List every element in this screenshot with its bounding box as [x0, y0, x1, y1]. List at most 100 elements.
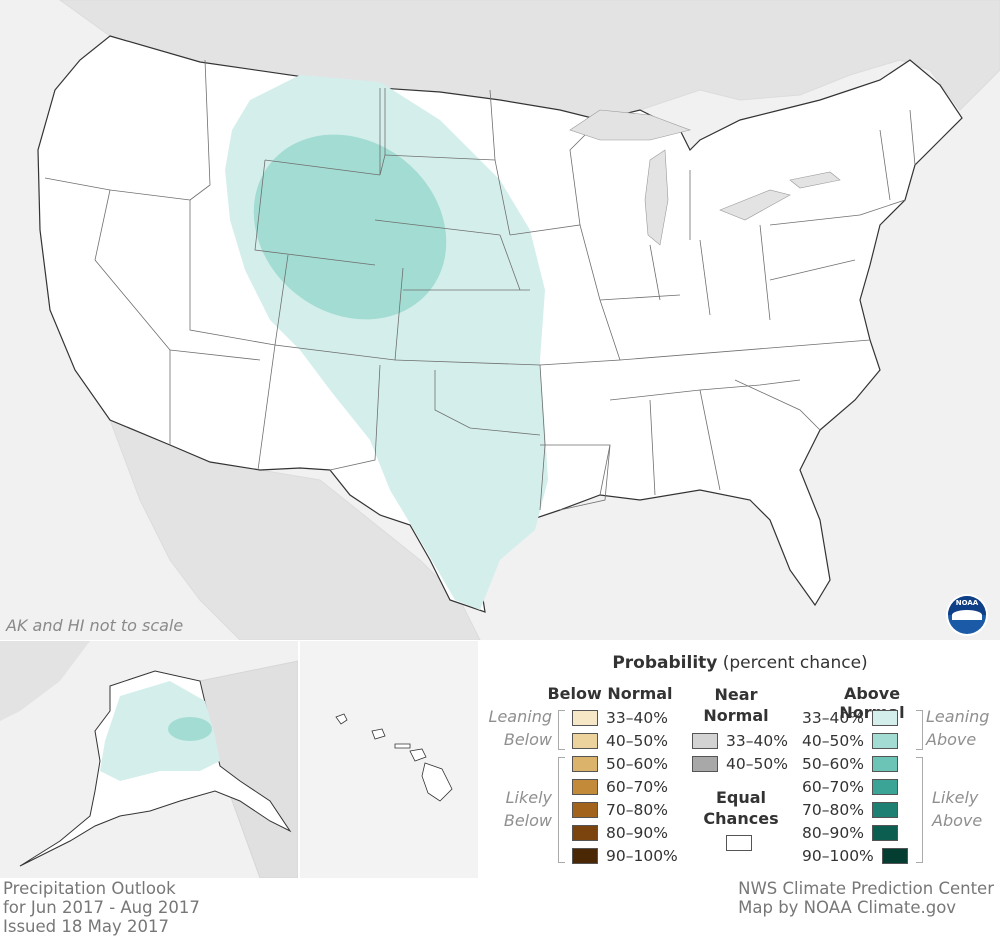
- near-normal-swatch: [692, 756, 718, 772]
- footer-period: for Jun 2017 - Aug 2017: [3, 898, 200, 917]
- below-normal-label: 50–60%: [606, 755, 668, 773]
- equal-chances-heading: Equal Chances: [680, 787, 802, 829]
- oahu-island: [371, 728, 386, 740]
- below-normal-item: 33–40%: [572, 707, 668, 729]
- above-normal-item: 60–70%: [802, 776, 898, 798]
- likely-below-line2: Below: [503, 811, 552, 830]
- equal-chances-line2: Chances: [703, 809, 779, 828]
- above-normal-label: 60–70%: [802, 778, 864, 796]
- legend-title-rest: (percent chance): [717, 653, 868, 673]
- above-normal-swatch: [871, 756, 898, 772]
- conus-map: AK and HI not to scale NOAA: [0, 0, 1000, 640]
- footer-credit-map: Map by NOAA Climate.gov: [738, 898, 957, 917]
- above-normal-swatch: [871, 802, 898, 818]
- likely-above-line1: Likely: [932, 788, 979, 807]
- footer-credit-cpc: NWS Climate Prediction Center: [738, 879, 994, 898]
- above-normal-item: 70–80%: [802, 799, 898, 821]
- lake-erie: [719, 189, 791, 221]
- below-normal-item: 80–90%: [572, 822, 668, 844]
- leaning-above-line2: Above: [926, 730, 977, 749]
- below-normal-swatch: [572, 710, 598, 726]
- hawaii-map-svg: [335, 713, 453, 802]
- likely-above-label: Likely Above: [932, 786, 998, 832]
- below-normal-swatch: [572, 848, 598, 864]
- likely-below-line1: Likely: [505, 788, 552, 807]
- above-normal-swatch: [881, 848, 908, 864]
- below-normal-item: 90–100%: [572, 845, 678, 867]
- molokai-island: [394, 743, 411, 749]
- leaning-below-line1: Leaning: [488, 707, 552, 726]
- above-normal-label: 80–90%: [802, 824, 864, 842]
- below-normal-item: 60–70%: [572, 776, 668, 798]
- near-normal-line2: Normal: [703, 706, 769, 725]
- below-normal-label: 90–100%: [606, 847, 678, 865]
- legend-title-bold: Probability: [612, 653, 718, 673]
- above-normal-swatch: [871, 710, 898, 726]
- alaska-above-40-50: [168, 717, 212, 741]
- footer-outlook-info: Precipitation Outlook for Jun 2017 - Aug…: [3, 879, 200, 936]
- footer-title: Precipitation Outlook: [3, 879, 176, 898]
- above-normal-label: 70–80%: [802, 801, 864, 819]
- alaska-map-svg: [0, 641, 298, 878]
- leaning-above-bracket: [916, 710, 923, 750]
- near-normal-label: 33–40%: [726, 732, 788, 750]
- leaning-below-bracket: [558, 710, 565, 750]
- noaa-logo-label: NOAA: [955, 599, 979, 607]
- near-normal-item: 33–40%: [692, 730, 788, 752]
- above-normal-swatch: [871, 779, 898, 795]
- below-normal-swatch: [572, 756, 598, 772]
- leaning-below-line2: Below: [503, 730, 552, 749]
- legend-title: Probability (percent chance): [480, 653, 1000, 673]
- above-normal-swatch: [871, 733, 898, 749]
- lake-superior: [569, 109, 692, 141]
- below-normal-label: 60–70%: [606, 778, 668, 796]
- above-normal-label: 33–40%: [802, 709, 864, 727]
- state-borders: [44, 59, 916, 511]
- likely-above-bracket: [916, 757, 923, 863]
- below-normal-swatch: [572, 779, 598, 795]
- kauai-island: [335, 713, 348, 725]
- below-normal-swatch: [572, 802, 598, 818]
- equal-chances-swatch: [726, 835, 752, 851]
- above-normal-label: 40–50%: [802, 732, 864, 750]
- likely-below-bracket: [558, 757, 565, 863]
- legend: Probability (percent chance) Below Norma…: [480, 641, 1000, 878]
- footer-credits: NWS Climate Prediction Center Map by NOA…: [738, 879, 994, 917]
- below-normal-label: 70–80%: [606, 801, 668, 819]
- big-island: [421, 762, 453, 802]
- above-normal-item: 33–40%: [802, 707, 898, 729]
- noaa-logo-gull-icon: [952, 610, 982, 620]
- below-normal-swatch: [572, 733, 598, 749]
- near-normal-heading: Near Normal: [680, 684, 792, 726]
- near-normal-swatch: [692, 733, 718, 749]
- lake-ontario: [789, 171, 841, 189]
- below-normal-label: 40–50%: [606, 732, 668, 750]
- likely-below-label: Likely Below: [480, 786, 552, 832]
- equal-chances-line1: Equal: [715, 788, 767, 807]
- near-normal-item: 40–50%: [692, 753, 788, 775]
- noaa-logo: NOAA: [948, 596, 986, 634]
- likely-above-line2: Above: [932, 811, 983, 830]
- below-normal-item: 40–50%: [572, 730, 668, 752]
- near-normal-line1: Near: [714, 685, 758, 704]
- above-normal-item: 90–100%: [802, 845, 908, 867]
- above-normal-item: 40–50%: [802, 730, 898, 752]
- below-normal-label: 33–40%: [606, 709, 668, 727]
- leaning-above-line1: Leaning: [926, 707, 990, 726]
- below-normal-label: 80–90%: [606, 824, 668, 842]
- below-normal-heading: Below Normal: [547, 684, 673, 703]
- below-normal-swatch: [572, 825, 598, 841]
- above-normal-swatch: [871, 825, 898, 841]
- above-normal-label: 50–60%: [802, 755, 864, 773]
- above-normal-item: 50–60%: [802, 753, 898, 775]
- russia-land: [0, 641, 90, 721]
- maui-island: [409, 748, 427, 762]
- alaska-inset: [0, 641, 298, 878]
- leaning-below-label: Leaning Below: [480, 705, 552, 751]
- above-normal-item: 80–90%: [802, 822, 898, 844]
- alaska-leaning-above: [100, 681, 220, 781]
- leaning-above-label: Leaning Above: [926, 705, 998, 751]
- footer-issued: Issued 18 May 2017: [3, 917, 169, 936]
- lake-michigan: [644, 149, 669, 246]
- below-normal-item: 70–80%: [572, 799, 668, 821]
